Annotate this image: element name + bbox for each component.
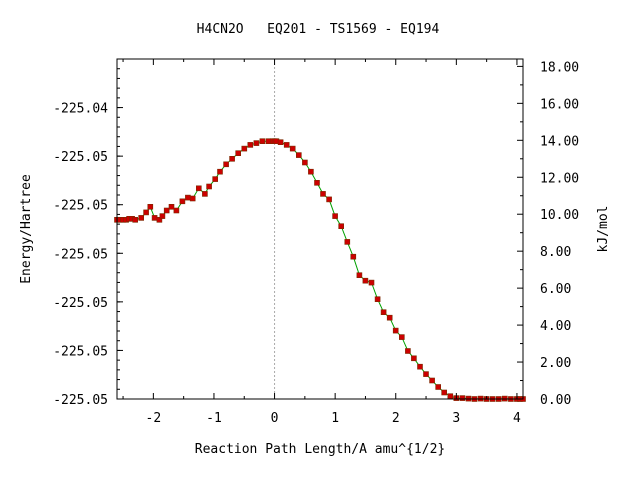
data-point bbox=[235, 150, 241, 156]
y2-tick-label: 2.00 bbox=[540, 356, 571, 371]
data-point bbox=[223, 161, 229, 168]
data-point bbox=[277, 139, 284, 145]
data-point bbox=[289, 145, 296, 152]
y2-tick-label: 14.00 bbox=[540, 134, 579, 149]
data-point bbox=[229, 156, 235, 162]
data-point bbox=[459, 395, 466, 401]
data-point bbox=[247, 142, 254, 148]
data-point bbox=[356, 272, 363, 279]
data-point bbox=[156, 217, 163, 223]
plot-area: -2 -1 0 1 2 3 4 -225.05 -225.05 -225.05 -225.05 -22… bbox=[53, 58, 579, 426]
data-point bbox=[253, 140, 260, 146]
x-tick-label: 1 bbox=[331, 411, 339, 426]
data-point bbox=[398, 334, 405, 340]
data-point bbox=[143, 209, 149, 216]
y2-tick-label: 18.00 bbox=[540, 60, 579, 75]
data-point bbox=[380, 309, 387, 316]
data-point bbox=[302, 159, 308, 166]
x-tick-label: 0 bbox=[271, 411, 279, 426]
data-point bbox=[217, 168, 223, 175]
data-point bbox=[320, 191, 326, 197]
y2-tick-label: 0.00 bbox=[540, 393, 571, 408]
y-tick-label: -225.05 bbox=[53, 247, 108, 262]
y2-tick-label: 6.00 bbox=[540, 282, 571, 297]
data-point bbox=[147, 204, 154, 210]
data-point bbox=[344, 239, 351, 245]
data-point bbox=[368, 279, 375, 286]
data-point bbox=[429, 377, 435, 384]
y2-tick-label: 8.00 bbox=[540, 245, 571, 260]
x-axis-title: Reaction Path Length/A amu^{1/2} bbox=[195, 442, 445, 457]
x-tick-label: 3 bbox=[452, 411, 460, 426]
data-point bbox=[138, 215, 144, 221]
y-tick-label: -225.05 bbox=[53, 199, 108, 214]
data-point bbox=[447, 393, 454, 400]
data-point bbox=[159, 213, 166, 219]
data-point bbox=[392, 327, 399, 334]
y2-axis-title: kJ/mol bbox=[596, 206, 611, 253]
data-point bbox=[163, 207, 170, 214]
data-point bbox=[435, 384, 442, 390]
y-tick-label: -225.04 bbox=[53, 102, 108, 117]
data-point bbox=[326, 196, 332, 203]
chart-title: H4CN2O EQ201 - TS1569 - EQ194 bbox=[197, 22, 440, 37]
data-point bbox=[417, 363, 423, 370]
data-point bbox=[206, 183, 212, 190]
y2-tick-label: 10.00 bbox=[540, 208, 579, 223]
data-point bbox=[173, 207, 180, 214]
data-point bbox=[374, 296, 381, 303]
data-point bbox=[283, 142, 290, 148]
x-tick-label: 4 bbox=[513, 411, 521, 426]
x-tick-label: -1 bbox=[206, 411, 222, 426]
data-point bbox=[314, 180, 320, 186]
data-point bbox=[338, 223, 345, 229]
data-point bbox=[259, 138, 266, 144]
data-point bbox=[362, 277, 369, 284]
plot-frame bbox=[116, 58, 524, 400]
data-point bbox=[132, 217, 138, 223]
data-point bbox=[241, 145, 248, 152]
data-point bbox=[151, 215, 158, 221]
data-point bbox=[185, 194, 191, 201]
energy-curve-line bbox=[117, 140, 523, 400]
y-axis-title: Energy/Hartree bbox=[19, 174, 34, 284]
x-tick-label: 2 bbox=[392, 411, 400, 426]
data-point bbox=[332, 213, 338, 219]
data-point bbox=[423, 371, 429, 377]
data-point bbox=[441, 389, 448, 396]
data-point bbox=[168, 204, 175, 210]
y2-tick-label: 12.00 bbox=[540, 171, 579, 186]
y-tick-label: -225.05 bbox=[53, 393, 108, 408]
data-point bbox=[386, 314, 393, 321]
y-tick-label: -225.05 bbox=[53, 344, 108, 359]
x-tick-label: -2 bbox=[146, 411, 162, 426]
y-tick-label: -225.05 bbox=[53, 296, 108, 311]
y2-tick-label: 4.00 bbox=[540, 319, 571, 334]
data-point bbox=[179, 198, 186, 205]
data-point bbox=[411, 355, 417, 362]
y2-tick-label: 16.00 bbox=[540, 97, 579, 112]
data-point bbox=[189, 195, 196, 202]
y-tick-label: -225.05 bbox=[53, 150, 108, 165]
data-point bbox=[212, 176, 218, 182]
data-point bbox=[405, 348, 411, 354]
data-point bbox=[295, 152, 302, 158]
data-point bbox=[196, 185, 202, 192]
data-point bbox=[202, 191, 208, 197]
data-point bbox=[308, 168, 314, 175]
data-point bbox=[350, 253, 357, 260]
